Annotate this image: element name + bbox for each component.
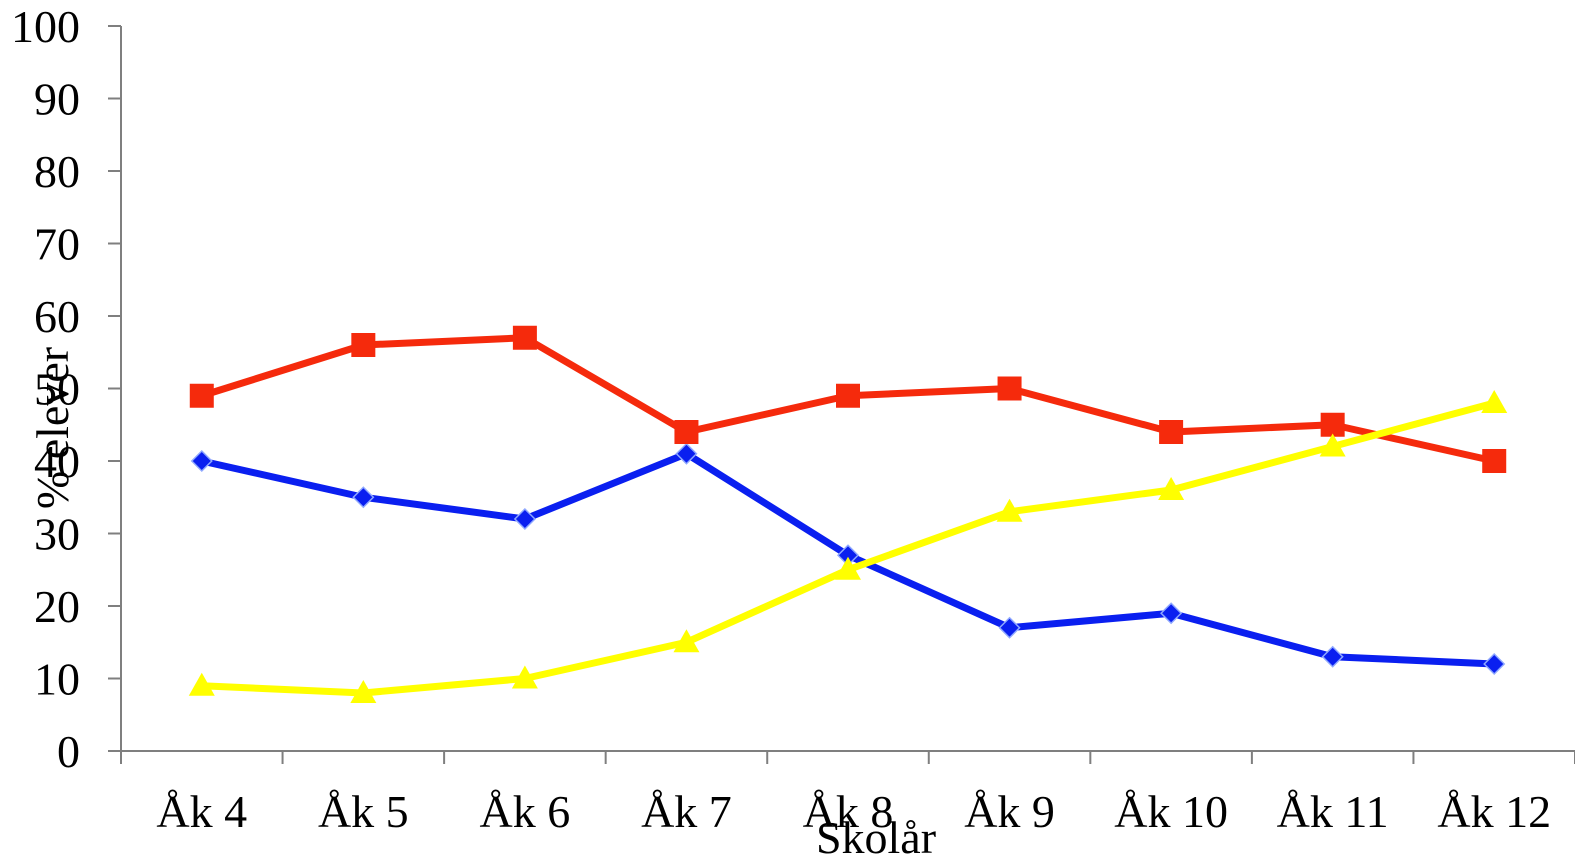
x-tick-label: Åk 11 [1277,786,1389,837]
data-point [673,629,700,653]
series-square [189,325,1507,473]
data-point [513,507,536,531]
x-tick-label: Åk 12 [1437,786,1551,837]
y-tick-label: 50 [34,364,80,415]
x-tick-label: Åk 7 [641,786,732,837]
x-axis-ticks: Åk 4 Åk 5 Åk 6 Åk 7 Åk 8 Åk 9 Åk 10 Åk 11 Åk 12 [120,751,1575,837]
y-tick-label: 0 [57,726,80,777]
data-point [836,383,860,408]
data-point [674,420,699,444]
series-triangle [188,390,1508,703]
y-tick-label: 100 [11,1,80,52]
data-point [675,442,698,465]
data-point [1321,645,1344,668]
y-tick-label: 90 [34,74,80,125]
x-axis: Åk 4 Åk 5 Åk 6 Åk 7 Åk 8 Åk 9 Åk 10 Åk 11 Åk 12 [120,750,1575,837]
data-point [1320,412,1345,437]
x-tick-label: Åk 5 [318,786,409,837]
data-point [998,616,1021,639]
data-point [188,672,215,696]
y-tick-label: 30 [34,509,80,560]
y-tick-label: 10 [34,654,80,705]
y-axis-ticks: 0 10 20 30 40 50 60 70 80 90 100 [11,1,121,777]
data-point [1159,420,1184,444]
data-point [1481,390,1508,413]
series-layer [188,325,1508,703]
data-point [997,376,1022,401]
data-point [512,325,537,350]
x-tick-label: Åk 4 [156,786,247,837]
x-tick-label: Åk 8 [803,786,894,837]
y-axis-label: % elever [27,347,78,509]
y-tick-label: 40 [34,436,80,487]
data-point [1160,602,1183,625]
data-point [1483,652,1506,676]
x-tick-label: Åk 6 [480,786,571,837]
y-tick-label: 60 [34,291,80,342]
data-point [190,449,213,473]
data-point [189,383,214,408]
x-tick-label: Åk 10 [1114,786,1228,837]
y-axis: 0 10 20 30 40 50 60 70 80 90 100 [11,1,122,777]
data-point [352,486,375,509]
x-tick-label: Åk 9 [964,786,1055,837]
data-point [1319,433,1346,457]
y-tick-label: 80 [34,146,80,197]
data-point [1158,477,1185,500]
data-point [351,333,376,357]
series-diamond [190,442,1506,676]
data-point [835,556,861,580]
y-tick-label: 20 [34,581,80,632]
data-point [996,498,1023,522]
data-point [511,665,538,689]
y-tick-label: 70 [34,219,80,270]
data-point [1482,449,1507,473]
x-axis-label: Skolår [816,812,936,861]
data-point [350,680,377,703]
